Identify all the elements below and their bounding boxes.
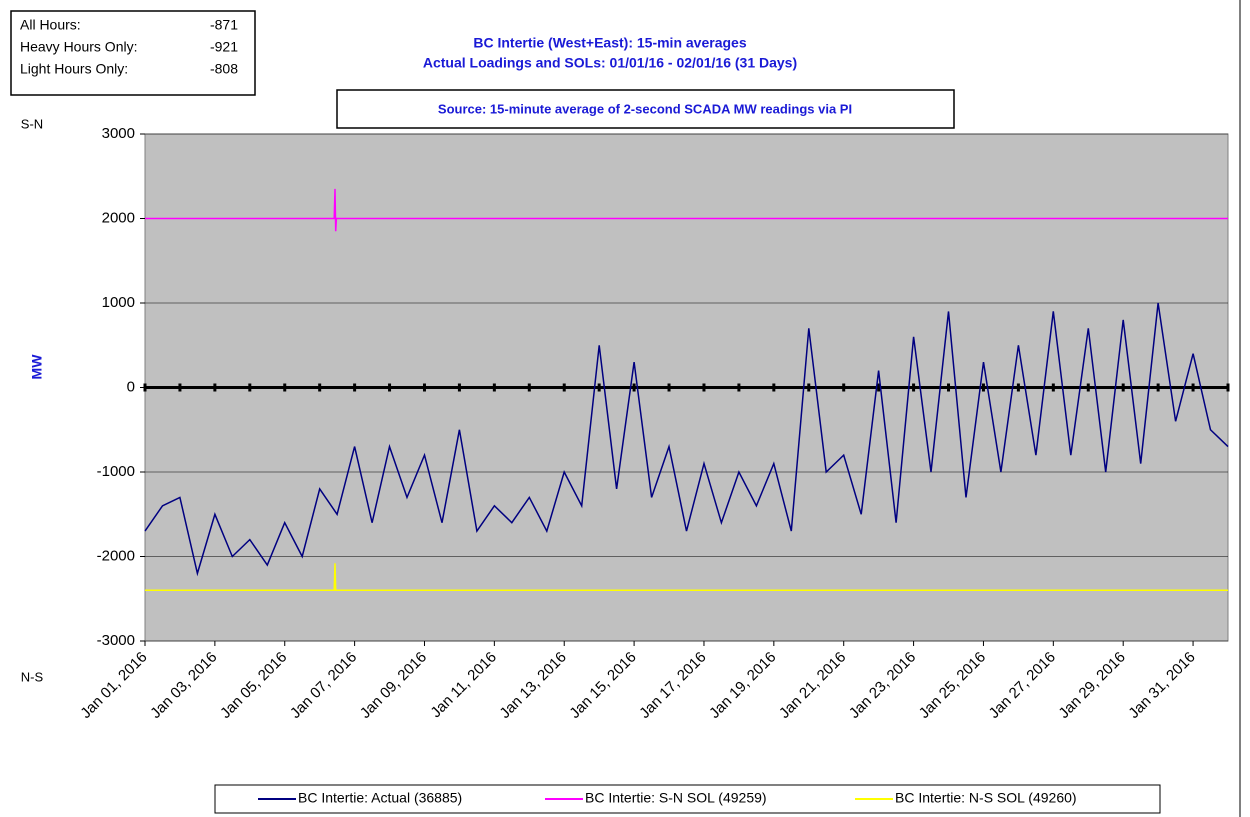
direction-label: S-N [21, 116, 43, 131]
x-tick-label: Jan 25, 2016 [916, 649, 989, 722]
direction-label: N-S [21, 669, 44, 684]
source-box [336, 89, 955, 129]
x-tick-label: Jan 05, 2016 [217, 649, 290, 722]
legend-label: BC Intertie: Actual (36885) [298, 790, 462, 806]
source-note: Source: 15-minute average of 2-second SC… [438, 101, 852, 116]
stat-label: All Hours: [20, 17, 81, 33]
x-tick-label: Jan 29, 2016 [1055, 649, 1128, 722]
x-tick-label: Jan 19, 2016 [706, 649, 779, 722]
x-tick-label: Jan 17, 2016 [636, 649, 709, 722]
x-tick-label: Jan 27, 2016 [986, 649, 1059, 722]
x-tick-label: Jan 13, 2016 [496, 649, 569, 722]
y-axis-label: MW [29, 354, 45, 380]
series-line [144, 302, 1229, 577]
stats-box [10, 10, 256, 96]
stat-label: Heavy Hours Only: [20, 39, 137, 55]
x-tick-label: Jan 15, 2016 [566, 649, 639, 722]
legend [214, 784, 1161, 814]
series-line [145, 563, 1228, 592]
series-line [145, 188, 1228, 232]
stat-value: -871 [210, 17, 238, 33]
x-tick-label: Jan 03, 2016 [147, 649, 220, 722]
x-tick-label: Jan 11, 2016 [427, 649, 500, 722]
x-tick-label: Jan 07, 2016 [287, 649, 360, 722]
stat-label: Light Hours Only: [20, 61, 128, 77]
chart-title: BC Intertie (West+East): 15-min averages [473, 35, 746, 51]
y-tick-label: 2000 [102, 209, 135, 226]
x-tick-label: Jan 23, 2016 [846, 649, 919, 722]
y-tick-label: -2000 [97, 547, 135, 564]
y-tick-label: 0 [127, 378, 135, 395]
legend-label: BC Intertie: N-S SOL (49260) [895, 790, 1077, 806]
stat-value: -808 [210, 61, 238, 77]
y-tick-label: 3000 [102, 125, 135, 142]
x-tick-label: Jan 01, 2016 [77, 649, 150, 722]
stat-value: -921 [210, 39, 238, 55]
legend-label: BC Intertie: S-N SOL (49259) [585, 790, 767, 806]
y-tick-label: -3000 [97, 632, 135, 649]
y-tick-label: 1000 [102, 294, 135, 311]
chart-subtitle: Actual Loadings and SOLs: 01/01/16 - 02/… [423, 55, 797, 71]
x-tick-label: Jan 09, 2016 [357, 649, 430, 722]
x-tick-label: Jan 31, 2016 [1125, 649, 1198, 722]
x-tick-label: Jan 21, 2016 [776, 649, 849, 722]
y-tick-label: -1000 [97, 463, 135, 480]
